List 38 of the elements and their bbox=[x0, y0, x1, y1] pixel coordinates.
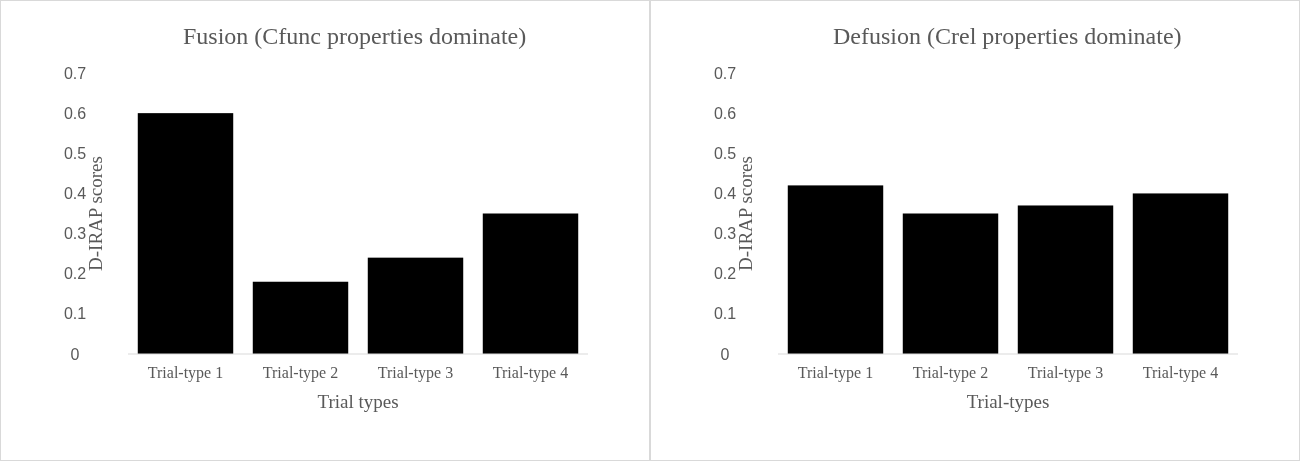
y-tick-label: 0 bbox=[70, 345, 80, 363]
x-axis-title: Trial-types bbox=[966, 391, 1050, 412]
y-tick-label: 0.5 bbox=[63, 144, 87, 162]
x-tick-label: Trial-type 4 bbox=[492, 364, 569, 382]
x-tick-label: Trial-type 1 bbox=[797, 364, 874, 382]
x-tick-label: Trial-type 4 bbox=[1142, 364, 1219, 382]
y-axis-title: D-IRAP scores bbox=[85, 156, 106, 271]
bar bbox=[787, 185, 884, 354]
y-tick-label: 0.3 bbox=[713, 225, 737, 243]
bar bbox=[902, 213, 999, 354]
y-tick-label: 0.1 bbox=[63, 305, 87, 323]
y-tick-label: 0.2 bbox=[63, 265, 87, 283]
x-tick-label: Trial-type 2 bbox=[912, 364, 989, 382]
bar bbox=[252, 281, 349, 354]
bar bbox=[367, 257, 464, 354]
y-tick-label: 0.4 bbox=[63, 185, 87, 203]
bar bbox=[1017, 205, 1114, 354]
y-tick-label: 0.4 bbox=[713, 185, 737, 203]
y-tick-label: 0.2 bbox=[713, 265, 737, 283]
y-tick-label: 0 bbox=[720, 345, 730, 363]
chart-title: Fusion (Cfunc properties dominate) bbox=[183, 23, 527, 49]
bar bbox=[482, 213, 579, 354]
y-tick-label: 0.3 bbox=[63, 225, 87, 243]
y-tick-label: 0.6 bbox=[713, 104, 737, 122]
x-tick-label: Trial-type 3 bbox=[1027, 364, 1104, 382]
y-tick-label: 0.6 bbox=[63, 104, 87, 122]
y-tick-label: 0.7 bbox=[63, 64, 87, 82]
bar bbox=[1132, 193, 1229, 354]
y-axis-title: D-IRAP scores bbox=[735, 156, 756, 271]
x-tick-label: Trial-type 1 bbox=[147, 364, 224, 382]
chart-title: Defusion (Crel properties dominate) bbox=[833, 23, 1182, 49]
y-tick-label: 0.1 bbox=[713, 305, 737, 323]
x-tick-label: Trial-type 3 bbox=[377, 364, 454, 382]
bar bbox=[137, 113, 234, 354]
x-tick-label: Trial-type 2 bbox=[262, 364, 339, 382]
x-axis-title: Trial types bbox=[317, 391, 399, 412]
y-tick-label: 0.5 bbox=[713, 144, 737, 162]
y-tick-label: 0.7 bbox=[713, 64, 737, 82]
